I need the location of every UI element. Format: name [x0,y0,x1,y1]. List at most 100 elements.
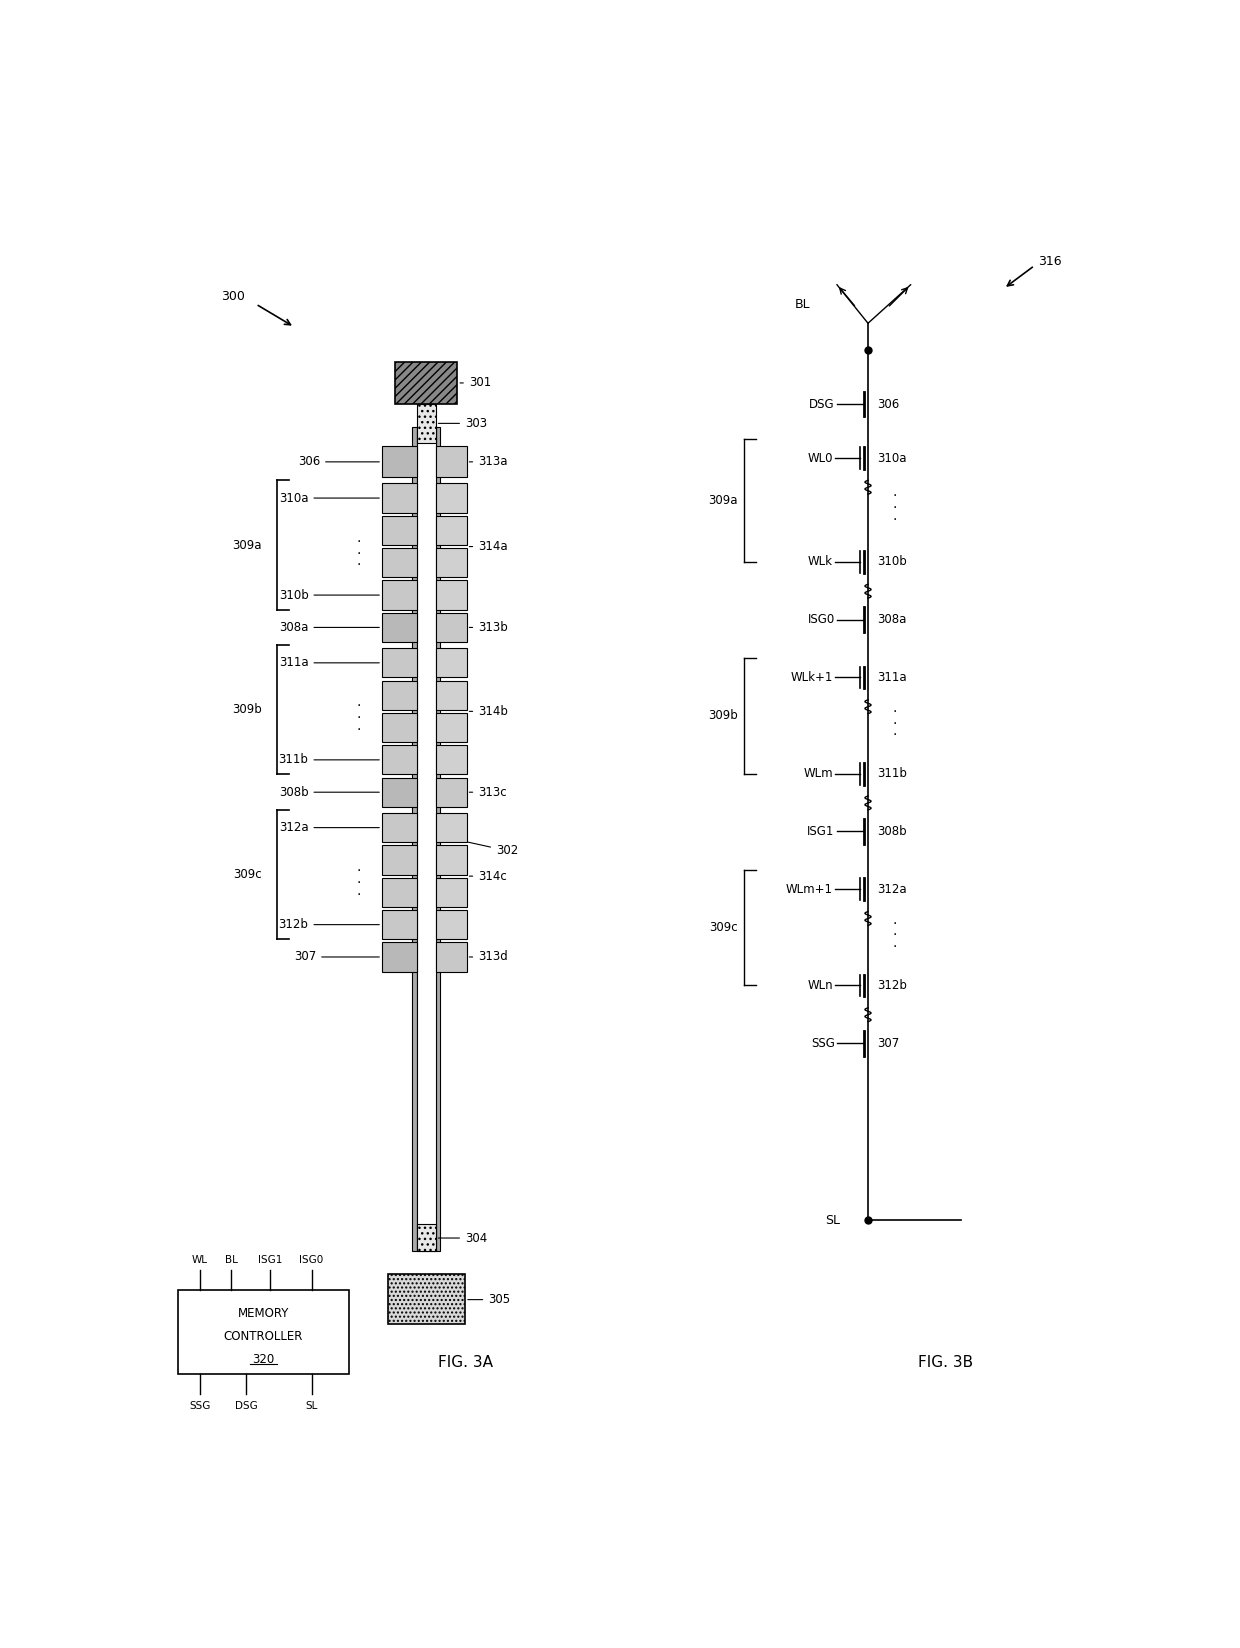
Text: DSG: DSG [236,1401,258,1411]
Bar [435,613,466,643]
Text: ·
·
·: · · · [357,864,361,901]
Text: WLm: WLm [804,768,833,780]
Bar [435,845,466,875]
Text: 302: 302 [440,836,518,857]
Text: 309c: 309c [233,868,262,882]
Text: ISG1: ISG1 [807,826,835,837]
Text: 312a: 312a [279,821,379,834]
Text: 310a: 310a [877,452,906,465]
Text: WLk: WLk [807,555,833,569]
Text: 308a: 308a [877,613,906,626]
Bar [382,878,417,906]
Text: 309b: 309b [232,704,262,717]
Text: 313d: 313d [469,951,508,964]
Text: 313b: 313b [469,621,508,634]
Text: 312b: 312b [877,979,908,992]
Bar [435,943,466,972]
Bar [435,812,466,842]
Text: 307: 307 [877,1037,899,1050]
Text: ·
·
·: · · · [893,705,898,743]
Text: 311a: 311a [279,656,379,669]
Text: BL: BL [795,298,810,310]
Text: 308b: 308b [877,826,906,837]
Text: 311b: 311b [279,753,379,766]
Bar [435,778,466,808]
Bar [387,1274,465,1325]
Text: 309b: 309b [708,710,738,722]
Text: FIG. 3B: FIG. 3B [918,1355,973,1369]
Bar [435,745,466,775]
Bar [382,549,417,577]
Text: SSG: SSG [190,1401,211,1411]
Text: BL: BL [224,1256,237,1266]
Text: WLm+1: WLm+1 [786,883,833,897]
Text: DSG: DSG [808,397,835,410]
Text: WLk+1: WLk+1 [790,671,833,684]
Text: MEMORY: MEMORY [238,1307,289,1320]
Text: 310b: 310b [877,555,906,569]
Bar [179,1290,348,1374]
Text: 310b: 310b [279,588,379,602]
Text: 309a: 309a [708,494,738,508]
Bar [382,681,417,710]
Text: WL0: WL0 [807,452,833,465]
Text: 314b: 314b [469,705,508,719]
Bar [435,427,440,1251]
Bar [435,878,466,906]
Text: 303: 303 [438,417,487,430]
Text: ISG0: ISG0 [299,1256,324,1266]
Text: 311a: 311a [877,671,906,684]
Text: 313c: 313c [469,786,507,799]
Text: 314a: 314a [469,541,508,554]
Bar [382,943,417,972]
Text: ·
·
·: · · · [357,699,361,737]
Text: 300: 300 [221,290,244,303]
Bar [412,427,417,1251]
Text: ·
·
·: · · · [893,489,898,527]
Text: ·
·
·: · · · [357,534,361,572]
Text: WLn: WLn [807,979,833,992]
Bar [435,681,466,710]
Bar [382,745,417,775]
Bar [435,447,466,478]
Text: 314c: 314c [469,870,507,883]
Bar [382,516,417,545]
Text: SL: SL [305,1401,317,1411]
Text: 308a: 308a [279,621,379,634]
Bar [382,714,417,742]
Bar [382,447,417,478]
Bar [435,549,466,577]
Text: 320: 320 [253,1353,274,1366]
Text: 308b: 308b [279,786,379,799]
Bar [396,363,458,404]
Text: CONTROLLER: CONTROLLER [223,1330,304,1343]
Bar [435,483,466,513]
Bar [435,516,466,545]
Text: ·
·
·: · · · [893,916,898,954]
Text: 305: 305 [467,1294,511,1307]
Bar [382,778,417,808]
Bar [382,910,417,939]
Text: SL: SL [826,1215,841,1226]
Text: ISG0: ISG0 [807,613,835,626]
Bar [417,404,435,443]
Text: ISG1: ISG1 [258,1256,281,1266]
Bar [417,1224,435,1251]
Text: 312a: 312a [877,883,906,897]
Text: 309a: 309a [232,539,262,552]
Text: 307: 307 [294,951,379,964]
Bar [382,845,417,875]
Bar [435,648,466,677]
Bar [382,812,417,842]
Text: 306: 306 [877,397,899,410]
Text: SSG: SSG [811,1037,835,1050]
Bar [382,580,417,610]
Bar [382,613,417,643]
Text: 316: 316 [1039,255,1063,269]
Bar [435,910,466,939]
Bar [382,648,417,677]
Text: 310a: 310a [279,491,379,504]
Text: WL: WL [192,1256,208,1266]
Text: 313a: 313a [469,455,507,468]
Text: 311b: 311b [877,768,908,780]
